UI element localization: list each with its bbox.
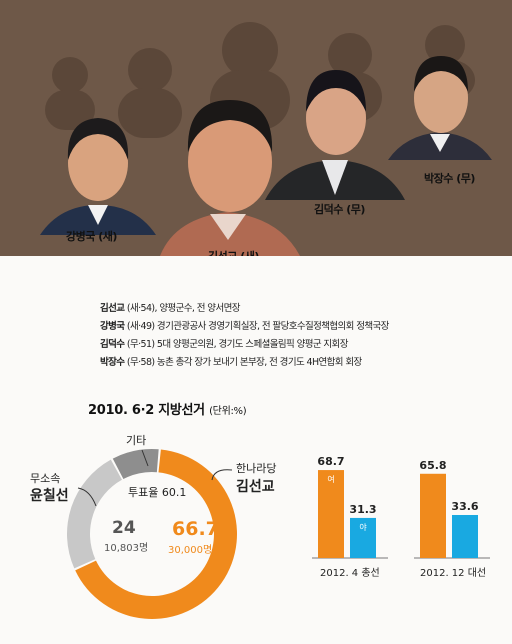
chart-title-unit: (단위:%) xyxy=(209,406,247,417)
candidate-bios: 김선교 (새·54), 양평군수, 전 양서면장 강병국 (새·49) 경기관광… xyxy=(100,300,389,372)
bio-detail: (무·58) 농촌 총각 장가 보내기 본부장, 전 경기도 4H연합회 회장 xyxy=(126,357,362,368)
portrait-kimds xyxy=(265,70,405,200)
candidates-photo-panel: 강병국 (새) 김선교 (새) 김덕수 (무) 박장수 (무) xyxy=(0,0,512,263)
candidate-name-kimds: 김덕수 (무) xyxy=(314,203,365,216)
bio-name: 박장수 xyxy=(100,357,125,368)
bio-name: 강병국 xyxy=(100,321,125,332)
bar-1 xyxy=(452,514,478,558)
chart-title-main: 2010. 6·2 지방선거 xyxy=(88,403,205,418)
bio-row: 김덕수 (무·51) 5대 양평군의원, 경기도 스페셜올림픽 양평군 지회장 xyxy=(100,336,389,354)
slice-candidate-musosok: 윤칠선 xyxy=(30,488,69,504)
background-silhouettes xyxy=(45,22,475,138)
bio-detail: (무·51) 5대 양평군의원, 경기도 스페셜올림픽 양평군 지회장 xyxy=(126,339,349,350)
bar-category-general: 2012. 4 총선 xyxy=(320,568,380,579)
bar-value-label: 68.7 xyxy=(317,455,344,468)
portrait-kimsg xyxy=(160,100,300,256)
leader-line-musosok xyxy=(77,487,97,507)
slice-label-gita: 기타 xyxy=(126,434,147,447)
bio-name: 김덕수 xyxy=(100,339,125,350)
bar-value-label: 33.6 xyxy=(451,500,478,513)
slice-votes-hannara: 30,000명 xyxy=(168,545,213,556)
slice-candidate-hannara: 김선교 xyxy=(236,479,275,495)
slice-label-musosok: 무소속 xyxy=(30,472,61,485)
candidate-name-kang: 강병국 (새) xyxy=(66,230,117,243)
bar-series-label: 야 xyxy=(359,522,367,532)
candidate-portraits xyxy=(40,22,492,256)
bio-row: 김선교 (새·54), 양평군수, 전 양서면장 xyxy=(100,300,389,318)
portrait-kang xyxy=(40,118,156,235)
bio-row: 강병국 (새·49) 경기관광공사 경영기획실장, 전 팔당호수질정책협의회 정… xyxy=(100,318,389,336)
bar-0 xyxy=(318,470,344,558)
bar-0 xyxy=(420,473,446,558)
bio-detail: (새·54), 양평군수, 전 양서면장 xyxy=(126,303,241,314)
chart-title: 2010. 6·2 지방선거 (단위:%) xyxy=(88,399,247,418)
bar-value-label: 65.8 xyxy=(419,459,446,472)
slice-votes-musosok: 10,803명 xyxy=(104,543,149,554)
bar-series-label: 여 xyxy=(327,474,334,484)
bar-1 xyxy=(350,517,376,558)
bio-detail: (새·49) 경기관광공사 경영기획실장, 전 팔당호수질정책협의회 정책국장 xyxy=(126,321,390,332)
candidate-name-park: 박장수 (무) xyxy=(424,172,475,185)
bar-chart-2012-general: 68.7 여 31.3 야 xyxy=(312,455,388,559)
leader-line-gita xyxy=(141,449,149,467)
donut-slice-2 xyxy=(112,449,159,479)
bio-name: 김선교 xyxy=(100,303,125,314)
leader-line-hannara xyxy=(211,469,233,481)
portrait-park xyxy=(388,56,492,160)
slice-value-hannara: 66.7 xyxy=(172,518,219,540)
bar-category-presidential: 2012. 12 대선 xyxy=(420,568,487,579)
bar-value-label: 31.3 xyxy=(349,503,376,516)
bar-chart-2012-presidential: 65.8 33.6 xyxy=(414,459,490,559)
donut-chart xyxy=(66,449,237,619)
donut-center-turnout: 투표율 60.1 xyxy=(128,486,187,499)
donut-slice-1 xyxy=(66,459,122,569)
slice-value-musosok: 24 xyxy=(112,518,136,538)
slice-label-hannara: 한나라당 xyxy=(236,462,277,475)
bio-row: 박장수 (무·58) 농촌 총각 장가 보내기 본부장, 전 경기도 4H연합회… xyxy=(100,354,389,372)
